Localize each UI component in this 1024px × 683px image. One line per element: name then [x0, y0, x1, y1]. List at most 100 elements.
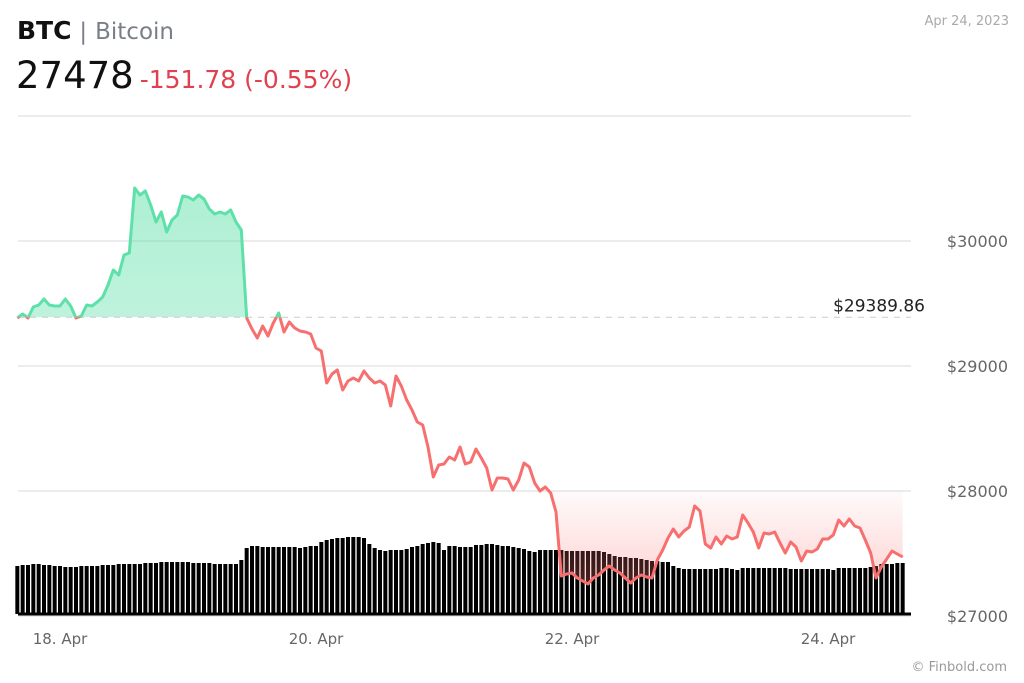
volume-bar: [175, 562, 180, 614]
volume-bar: [378, 550, 382, 614]
asset-title: BTC | Bitcoin: [17, 16, 174, 45]
volume-bar: [826, 569, 830, 614]
y-tick-label: $28000: [947, 482, 1008, 501]
volume-bar: [452, 546, 457, 614]
volume-bar: [698, 569, 702, 614]
volume-bar: [543, 550, 548, 614]
price-line-below-reference: [16, 317, 904, 586]
volume-bar: [100, 565, 105, 614]
volume-bar: [223, 564, 228, 614]
volume-bar: [383, 551, 388, 614]
volume-bar: [671, 566, 676, 614]
volume-bar: [282, 547, 286, 614]
volume-bar: [138, 564, 142, 614]
volume-bar: [90, 566, 94, 614]
volume-bar: [127, 564, 132, 614]
volume-bar: [367, 544, 372, 614]
volume-bar: [31, 564, 36, 614]
volume-bar: [180, 562, 185, 614]
volume-bar: [26, 565, 30, 614]
x-tick-label: 24. Apr: [801, 630, 856, 648]
volume-bar: [884, 564, 889, 614]
volume-bar: [516, 548, 521, 614]
volume-bar: [276, 547, 281, 614]
volume-bar: [63, 567, 68, 614]
title-separator: |: [79, 19, 88, 45]
x-axis: 18. Apr 20. Apr 22. Apr 24. Apr: [33, 630, 856, 648]
volume-bar: [111, 565, 116, 614]
volume-bar: [692, 569, 697, 614]
volume-bar: [602, 552, 606, 614]
x-tick-label: 22. Apr: [545, 630, 600, 648]
chart-date: Apr 24, 2023: [924, 14, 1009, 29]
volume-bar: [868, 567, 873, 614]
volume-bar: [202, 563, 206, 614]
volume-bar: [250, 546, 254, 614]
volume-bar: [148, 563, 153, 614]
volume-bar: [442, 550, 446, 614]
volume-bar: [863, 568, 868, 614]
volume-bar: [47, 565, 52, 614]
volume-bar: [676, 568, 681, 614]
volume-bar: [154, 563, 158, 614]
gain-area: [17, 188, 903, 318]
price-change: -151.78 (-0.55%): [139, 65, 353, 94]
volume-bar: [682, 569, 686, 614]
volume-bar: [271, 547, 276, 614]
volume-bar: [431, 542, 436, 614]
volume-bar: [591, 551, 596, 614]
volume-bar: [719, 568, 724, 614]
loss-area: [550, 491, 903, 584]
volume-bar: [612, 556, 617, 614]
volume-bar: [660, 562, 665, 614]
volume-bar: [212, 564, 217, 614]
volume-bar: [319, 542, 324, 614]
volume-bar: [548, 550, 553, 614]
volume-bar: [874, 566, 878, 614]
volume-bars: [15, 537, 911, 616]
grid-lines: [18, 115, 911, 617]
volume-bar: [538, 550, 542, 614]
volume-bar: [191, 563, 196, 614]
volume-bar: [522, 549, 526, 614]
volume-bar: [762, 568, 766, 614]
volume-bar: [655, 561, 660, 614]
asset-name: Bitcoin: [95, 19, 174, 45]
volume-bar: [52, 566, 57, 614]
volume-bar: [618, 557, 622, 614]
volume-bar: [474, 545, 478, 614]
volume-bar: [756, 568, 761, 614]
volume-bar: [356, 537, 361, 614]
volume-bar: [639, 559, 644, 614]
volume-bar: [890, 564, 894, 614]
volume-bar: [746, 568, 750, 614]
volume-bar: [570, 551, 574, 614]
volume-bar: [783, 568, 788, 614]
volume-bar: [132, 564, 137, 614]
volume-bar: [287, 547, 292, 614]
volume-bar: [239, 560, 244, 614]
volume-bar: [735, 570, 740, 614]
volume-bar: [388, 550, 393, 614]
volume-bar: [559, 550, 564, 614]
volume-bar: [778, 568, 782, 614]
volume-bar: [820, 569, 825, 614]
volume-bar: [650, 561, 654, 614]
volume-bar: [372, 548, 377, 614]
volume-bar: [186, 562, 190, 614]
volume-bar: [303, 547, 308, 614]
volume-bar: [399, 550, 404, 614]
volume-bar: [623, 557, 628, 614]
current-price: 27478: [16, 54, 134, 97]
volume-bar: [79, 566, 84, 614]
volume-bar: [346, 537, 350, 614]
volume-bar: [228, 564, 233, 614]
volume-bar: [362, 538, 366, 614]
volume-bar: [730, 569, 734, 614]
volume-bar: [260, 547, 265, 614]
volume-bar: [858, 568, 862, 614]
price-line-above-reference: [16, 186, 282, 318]
volume-bar: [394, 550, 398, 614]
volume-bar: [596, 551, 601, 614]
y-tick-label: $29000: [947, 357, 1008, 376]
